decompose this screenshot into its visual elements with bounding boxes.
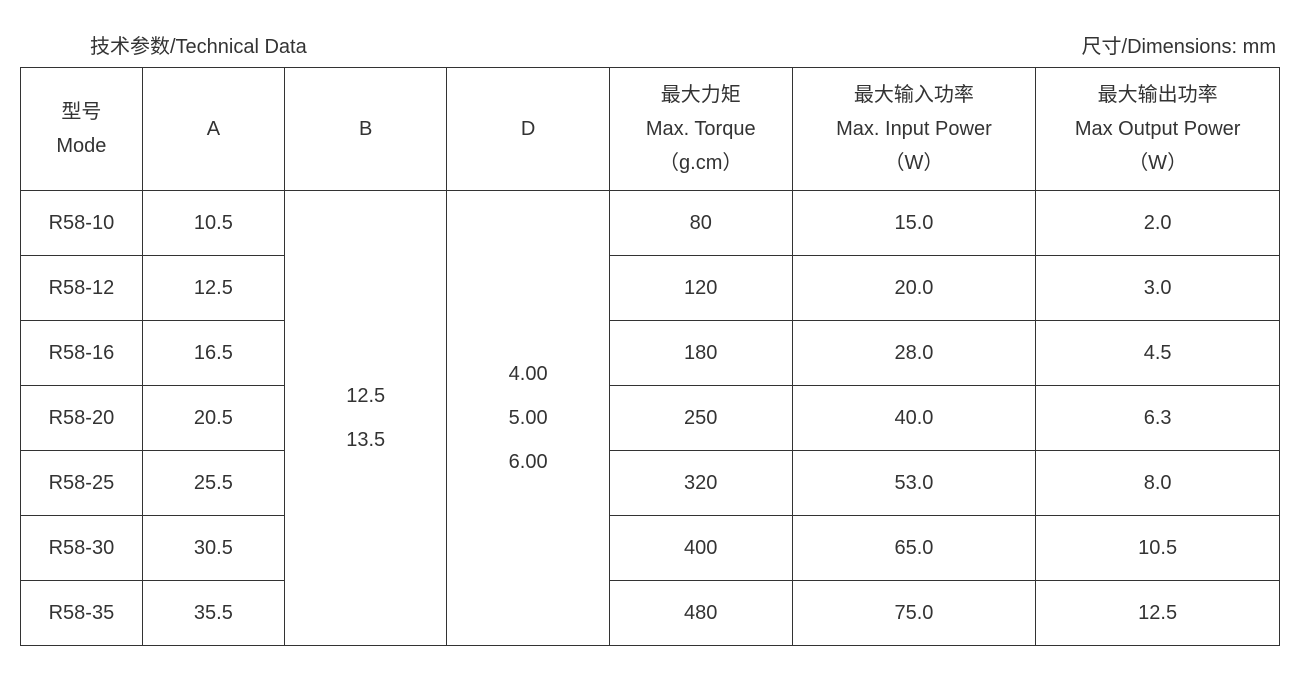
cell-output: 10.5 <box>1036 516 1280 581</box>
cell-torque: 80 <box>609 191 792 256</box>
col-header-b: B <box>284 68 446 191</box>
cell-mode: R58-35 <box>21 581 143 646</box>
cell-mode: R58-12 <box>21 256 143 321</box>
col-header-torque: 最大力矩 Max. Torque （g.cm） <box>609 68 792 191</box>
cell-b-value-1: 12.5 <box>346 385 385 407</box>
cell-output: 2.0 <box>1036 191 1280 256</box>
caption-right: 尺寸/Dimensions: mm <box>1082 30 1276 59</box>
cell-torque: 120 <box>609 256 792 321</box>
col-header-mode-cn: 型号 <box>61 101 101 123</box>
cell-input: 28.0 <box>792 321 1036 386</box>
table-header-row: 型号 Mode A B D 最大力矩 Max. Torque （g.cm） 最大… <box>21 68 1280 191</box>
table-row: R58-35 35.5 480 75.0 12.5 <box>21 581 1280 646</box>
table-row: R58-16 16.5 180 28.0 4.5 <box>21 321 1280 386</box>
cell-input: 40.0 <box>792 386 1036 451</box>
caption-row: 技术参数/Technical Data 尺寸/Dimensions: mm <box>20 30 1280 67</box>
cell-output: 3.0 <box>1036 256 1280 321</box>
col-header-a: A <box>142 68 284 191</box>
cell-d-merged: 4.00 5.00 6.00 <box>447 191 609 646</box>
cell-a: 12.5 <box>142 256 284 321</box>
col-header-output-unit: （W） <box>1128 152 1187 174</box>
cell-a: 30.5 <box>142 516 284 581</box>
cell-a: 35.5 <box>142 581 284 646</box>
cell-mode: R58-16 <box>21 321 143 386</box>
cell-b-value-2: 13.5 <box>346 429 385 451</box>
cell-mode: R58-30 <box>21 516 143 581</box>
col-header-d: D <box>447 68 609 191</box>
col-header-input-cn: 最大输入功率 <box>854 84 974 106</box>
cell-b-merged: 12.5 13.5 <box>284 191 446 646</box>
table-row: R58-10 10.5 12.5 13.5 4.00 5.00 6.00 80 … <box>21 191 1280 256</box>
col-header-output: 最大输出功率 Max Output Power （W） <box>1036 68 1280 191</box>
cell-input: 75.0 <box>792 581 1036 646</box>
cell-a: 20.5 <box>142 386 284 451</box>
cell-a: 25.5 <box>142 451 284 516</box>
cell-torque: 250 <box>609 386 792 451</box>
cell-a: 16.5 <box>142 321 284 386</box>
col-header-mode-en: Mode <box>56 135 106 157</box>
cell-mode: R58-25 <box>21 451 143 516</box>
col-header-torque-cn: 最大力矩 <box>661 84 741 106</box>
table-row: R58-12 12.5 120 20.0 3.0 <box>21 256 1280 321</box>
cell-torque: 480 <box>609 581 792 646</box>
col-header-mode: 型号 Mode <box>21 68 143 191</box>
cell-output: 8.0 <box>1036 451 1280 516</box>
table-row: R58-30 30.5 400 65.0 10.5 <box>21 516 1280 581</box>
caption-left: 技术参数/Technical Data <box>90 30 307 59</box>
col-header-input-en: Max. Input Power <box>836 118 992 140</box>
cell-d-value-3: 6.00 <box>509 451 548 473</box>
technical-data-table-wrapper: 技术参数/Technical Data 尺寸/Dimensions: mm 型号… <box>20 30 1280 646</box>
table-row: R58-20 20.5 250 40.0 6.3 <box>21 386 1280 451</box>
cell-d-value-1: 4.00 <box>509 363 548 385</box>
cell-a: 10.5 <box>142 191 284 256</box>
cell-input: 65.0 <box>792 516 1036 581</box>
cell-torque: 180 <box>609 321 792 386</box>
technical-data-table: 型号 Mode A B D 最大力矩 Max. Torque （g.cm） 最大… <box>20 67 1280 646</box>
cell-input: 53.0 <box>792 451 1036 516</box>
cell-torque: 320 <box>609 451 792 516</box>
cell-output: 4.5 <box>1036 321 1280 386</box>
col-header-input: 最大输入功率 Max. Input Power （W） <box>792 68 1036 191</box>
col-header-output-en: Max Output Power <box>1075 118 1241 140</box>
col-header-torque-unit: （g.cm） <box>659 152 742 174</box>
cell-torque: 400 <box>609 516 792 581</box>
col-header-torque-en: Max. Torque <box>646 118 756 140</box>
cell-input: 20.0 <box>792 256 1036 321</box>
cell-output: 12.5 <box>1036 581 1280 646</box>
table-row: R58-25 25.5 320 53.0 8.0 <box>21 451 1280 516</box>
cell-d-value-2: 5.00 <box>509 407 548 429</box>
cell-mode: R58-20 <box>21 386 143 451</box>
cell-output: 6.3 <box>1036 386 1280 451</box>
col-header-input-unit: （W） <box>884 152 943 174</box>
cell-mode: R58-10 <box>21 191 143 256</box>
cell-input: 15.0 <box>792 191 1036 256</box>
col-header-output-cn: 最大输出功率 <box>1098 84 1218 106</box>
